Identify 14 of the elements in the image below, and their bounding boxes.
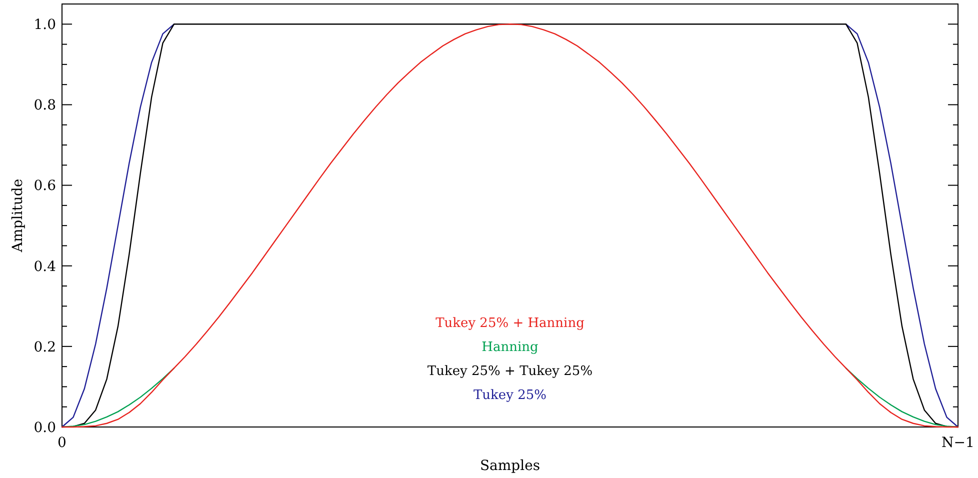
text: Tukey 25% + Hanning — [436, 316, 584, 331]
y-tick-label: 0.8 — [34, 98, 56, 114]
y-tick-label: 0.6 — [34, 178, 56, 194]
text: Tukey 25% + Tukey 25% — [427, 364, 593, 379]
y-tick-label: 1.0 — [34, 17, 56, 34]
y-tick-label: 0.0 — [34, 420, 56, 436]
x-tick-label: 0 — [58, 435, 66, 451]
x-axis-title: Samples — [480, 458, 540, 474]
text: Tukey 25% — [474, 388, 546, 403]
y-tick-label: 0.2 — [34, 339, 56, 356]
y-axis-title: Amplitude — [10, 178, 26, 254]
x-tick-label: N−1 — [942, 435, 974, 451]
text: Hanning — [482, 340, 538, 355]
y-tick-label: 0.4 — [34, 258, 56, 275]
